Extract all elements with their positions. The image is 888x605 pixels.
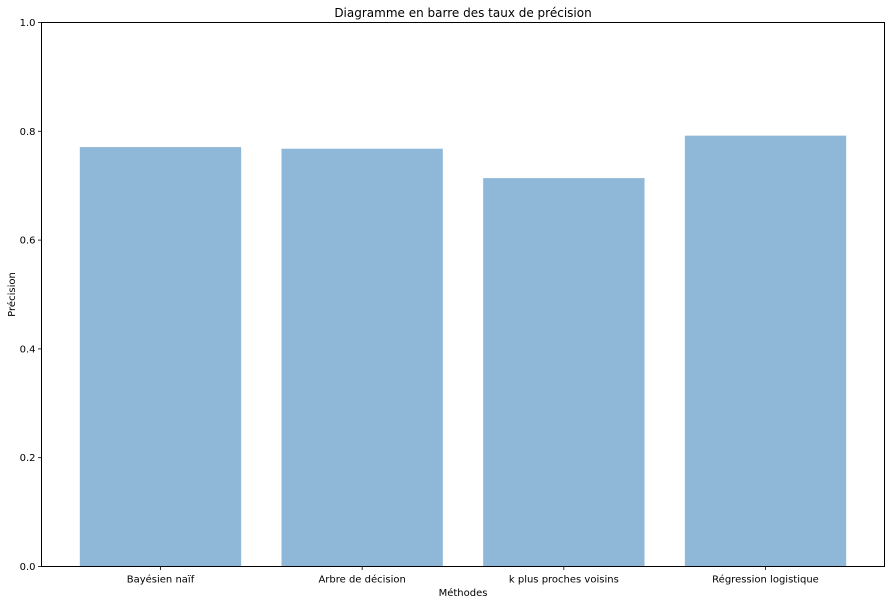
chart-title: Diagramme en barre des taux de précision (334, 6, 591, 20)
bar (684, 135, 847, 567)
x-axis-label: Méthodes (439, 587, 488, 599)
y-tick-label: 0.4 (20, 344, 36, 355)
y-tick-label: 0.0 (20, 562, 36, 573)
y-tick-label: 0.2 (20, 453, 36, 464)
y-tick-label: 0.8 (20, 127, 36, 138)
y-axis-ticks: 0.0 0.2 0.4 0.6 0.8 1.0 (20, 18, 42, 573)
y-tick-label: 0.6 (20, 236, 36, 247)
bar (483, 178, 645, 567)
x-tick-label: k plus proches voisins (509, 575, 619, 586)
x-tick-label: Bayésien naïf (127, 574, 195, 586)
x-axis-ticks: Bayésien naïf Arbre de décision k plus pro… (127, 566, 819, 586)
plot-frame (41, 22, 885, 567)
x-tick-label: Régression logistique (712, 574, 819, 586)
y-tick-label: 1.0 (20, 18, 36, 29)
y-axis-label: Précision (6, 272, 18, 317)
bar (79, 147, 242, 567)
x-tick-label: Arbre de décision (318, 574, 405, 586)
bar (281, 148, 443, 567)
bars-group (79, 135, 847, 567)
